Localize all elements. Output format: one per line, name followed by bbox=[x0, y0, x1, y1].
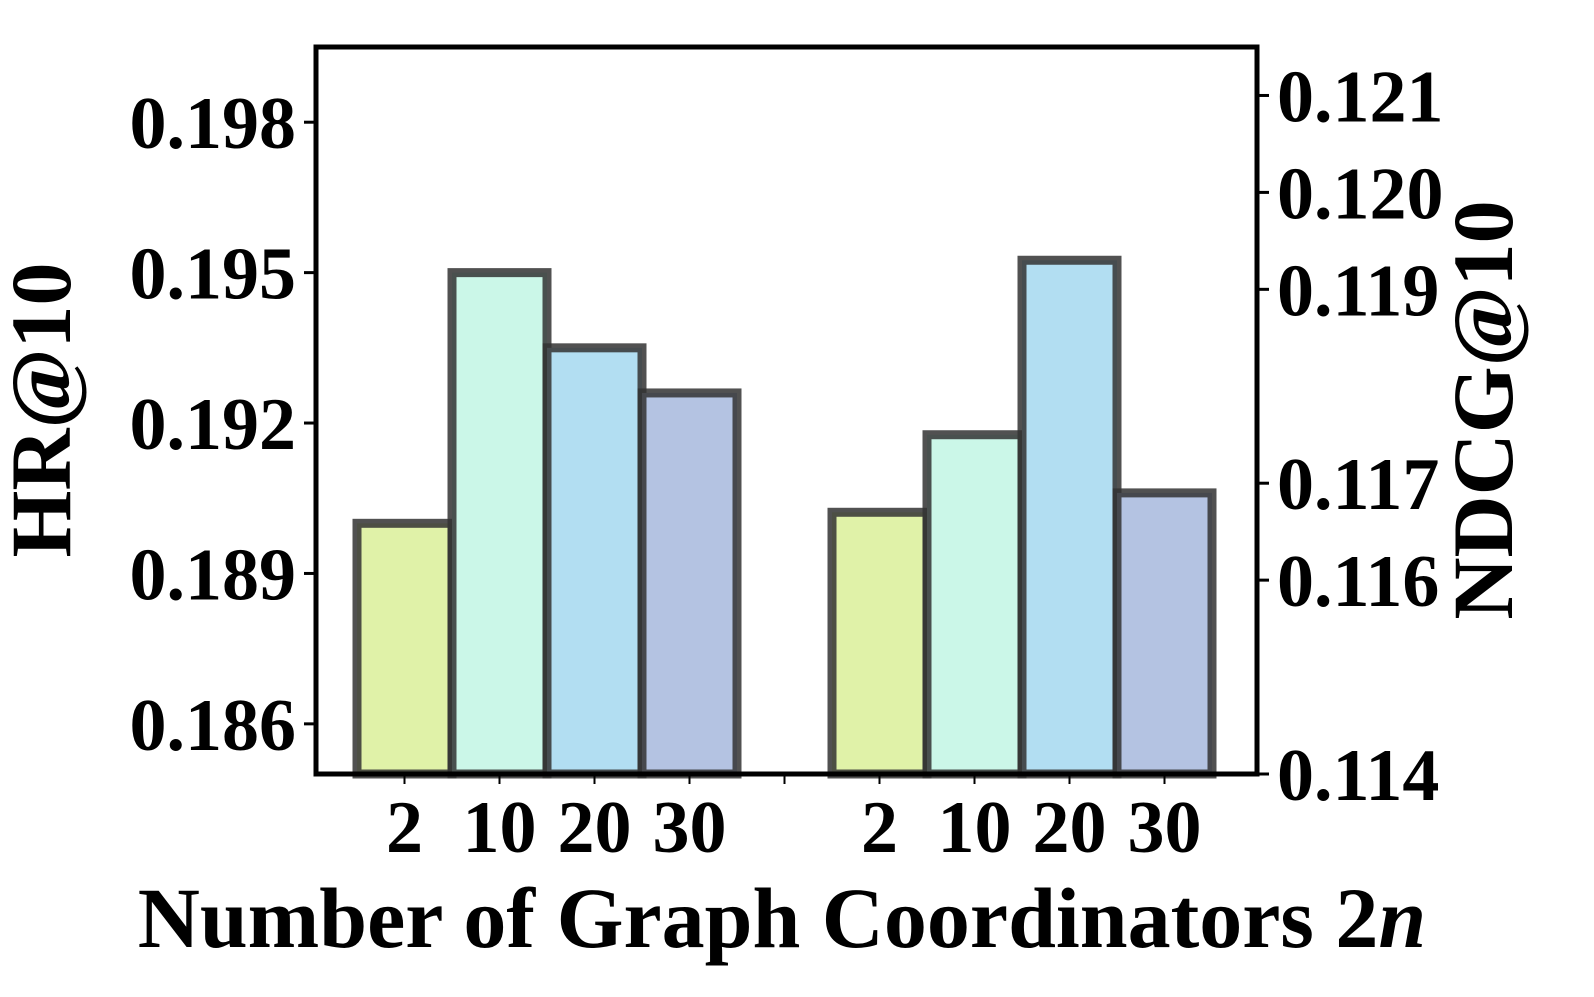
left-tick-label: 0.189 bbox=[130, 534, 297, 616]
x-axis-title: Number of Graph Coordinators 2n bbox=[138, 870, 1427, 966]
left-tick-label: 0.195 bbox=[130, 234, 297, 316]
x-tick-label: 30 bbox=[653, 787, 727, 869]
x-axis-title-main: Number of Graph Coordinators 2 bbox=[138, 870, 1379, 966]
bar-right-2 bbox=[827, 507, 932, 779]
right-axis: 0.114 0.116 0.117 0.119 0.120 0.121 bbox=[1257, 56, 1444, 817]
x-axis: 2 10 20 30 2 10 20 30 bbox=[386, 774, 1202, 869]
right-tick-label: 0.117 bbox=[1277, 444, 1439, 526]
left-axis-title: HR@10 bbox=[0, 263, 89, 558]
right-tick-label: 0.121 bbox=[1277, 56, 1444, 138]
bar-left-30 bbox=[637, 388, 742, 779]
x-tick-label: 20 bbox=[1033, 787, 1107, 869]
right-tick-label: 0.119 bbox=[1277, 250, 1439, 332]
bars-layer bbox=[352, 255, 1217, 779]
right-tick-label: 0.116 bbox=[1277, 541, 1439, 623]
left-axis: 0.186 0.189 0.192 0.195 0.198 bbox=[130, 83, 316, 767]
x-tick-label: 10 bbox=[938, 787, 1012, 869]
bar-right-30 bbox=[1112, 488, 1217, 779]
bar-left-10 bbox=[447, 268, 552, 779]
x-tick-label: 20 bbox=[558, 787, 632, 869]
bar-right-10 bbox=[922, 430, 1027, 779]
x-tick-label: 2 bbox=[386, 787, 423, 869]
left-tick-label: 0.198 bbox=[130, 83, 297, 165]
bar-left-20 bbox=[542, 343, 647, 779]
x-axis-title-variable: n bbox=[1378, 870, 1426, 966]
left-tick-label: 0.192 bbox=[130, 384, 297, 466]
right-tick-label: 0.120 bbox=[1277, 153, 1444, 235]
x-tick-label: 30 bbox=[1128, 787, 1202, 869]
x-tick-label: 10 bbox=[463, 787, 537, 869]
bar-right-20 bbox=[1017, 255, 1122, 779]
x-tick-label: 2 bbox=[861, 787, 898, 869]
plot-frame bbox=[313, 44, 1260, 777]
right-tick-label: 0.114 bbox=[1277, 735, 1439, 817]
left-tick-label: 0.186 bbox=[130, 685, 297, 767]
right-axis-title: NDCG@10 bbox=[1435, 200, 1531, 619]
bar-left-2 bbox=[352, 518, 457, 779]
